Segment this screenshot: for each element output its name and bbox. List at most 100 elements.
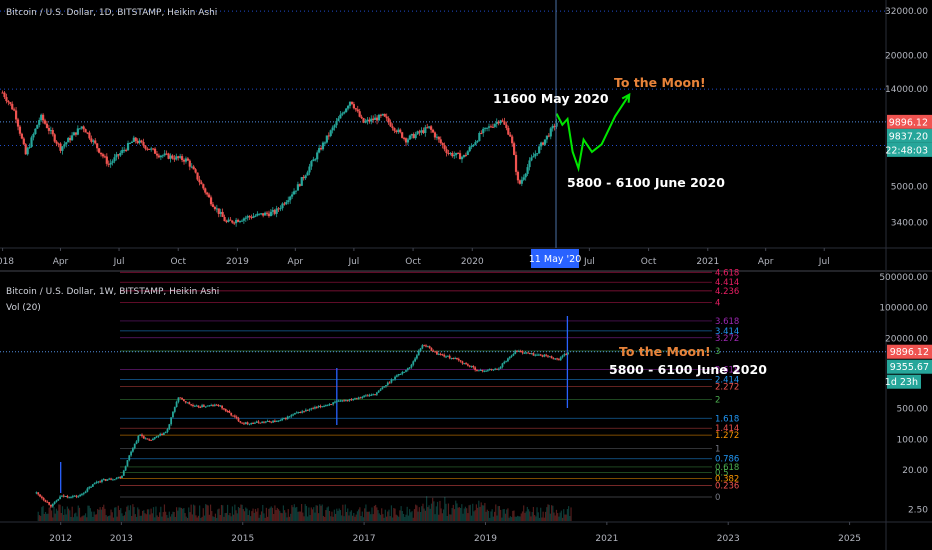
top-candle-body [304,175,307,179]
top-candle-body [540,142,543,147]
top-candle-body [190,166,193,168]
top-candle-body [532,156,535,158]
bottom-candle-body [558,359,560,361]
bottom-candle-body [321,406,324,408]
bottom-pane-background[interactable] [0,272,886,522]
bottom-candle-body [233,415,236,417]
bottom-candle-body [556,358,558,360]
top-candle-body [200,182,203,185]
volume-bar [354,516,356,521]
annotation-to-the-moon-bottom[interactable]: To the Moon! [619,344,711,359]
top-candle-body [152,148,155,150]
top-candle-body [418,131,421,133]
top-candle-body [509,134,512,137]
bottom-candle-body [354,398,356,400]
top-candle-body [524,173,527,178]
bottom-candle-body [173,407,176,412]
bottom-candle-body [204,406,207,408]
volume-bar [546,507,548,521]
volume-bar [49,506,51,521]
top-candle-body [84,129,87,133]
volume-bar [325,510,327,521]
top-candle-body [90,138,93,142]
top-chart-title[interactable]: Bitcoin / U.S. Dollar, 1D, BITSTAMP, Hei… [6,8,217,18]
bottom-candle-body [279,420,282,422]
top-candle-body [202,184,205,189]
volume-bar [294,507,297,521]
top-candle-body [428,126,431,128]
bottom-candle-body [81,493,83,495]
volume-bar [402,513,405,521]
bottom-candle-body [284,417,287,420]
top-candle-body [364,121,367,123]
bottom-candle-body [485,370,487,372]
bottom-candle-body [459,360,462,362]
volume-bar [439,500,441,521]
annotation-to-the-moon-top[interactable]: To the Moon! [614,75,706,90]
top-candle-body [555,122,558,127]
bottom-candle-body [446,355,449,357]
bottom-candle-body [563,354,566,356]
volume-bar [307,516,309,521]
bottom-candle-body [341,400,344,402]
top-price-badge-text: 9896.12 [889,117,928,128]
top-candle-body [32,133,35,138]
volume-bar [52,517,54,521]
fib-level-label: 0 [715,493,720,503]
volume-bar [156,515,158,521]
bottom-candle-body [541,355,544,357]
volume-bar [510,517,513,521]
volume-bar [455,500,457,521]
volume-bar [336,508,338,521]
top-candle-body [341,113,344,115]
volume-indicator-label[interactable]: Vol (20) [6,303,41,313]
bottom-candle-body [82,493,85,495]
volume-bar [160,506,162,521]
bottom-price-axis[interactable] [886,272,932,522]
volume-bar [91,511,93,521]
top-candle-body [337,118,340,122]
volume-bar [290,513,292,521]
volume-bar [140,515,142,521]
bottom-candle-body [385,385,387,387]
volume-bar [517,515,519,521]
annotation-5800-6100-top[interactable]: 5800 - 6100 June 2020 [567,175,725,190]
volume-bar [43,513,45,521]
bottom-candle-body [175,401,178,408]
top-candle-body [433,132,437,138]
top-candle-body [333,125,336,128]
bottom-candle-body [548,356,551,358]
bottom-candle-body [241,422,244,424]
volume-bar [341,515,343,521]
bottom-candle-body [261,421,264,424]
bottom-chart-title[interactable]: Bitcoin / U.S. Dollar, 1W, BITSTAMP, Hei… [6,287,219,297]
top-candle-body [209,197,213,205]
top-candle-body [530,157,533,161]
volume-bar [338,508,340,521]
volume-bar [242,509,244,521]
volume-bar [192,504,195,521]
top-candle-body [65,142,68,145]
volume-bar [247,514,249,521]
volume-bar [566,509,568,521]
top-candle-body [260,213,263,215]
annotation-5800-6100-bottom[interactable]: 5800 - 6100 June 2020 [609,362,767,377]
volume-bar [219,514,221,521]
top-candle-body [458,153,462,160]
volume-bar [368,511,371,521]
bottom-candle-body [405,370,407,372]
volume-bar [332,516,334,521]
volume-bar [519,516,521,521]
bottom-candle-body [428,346,431,348]
annotation-11600[interactable]: 11600 May 2020 [493,91,609,106]
volume-bar [554,515,556,521]
top-candle-body [362,118,365,123]
top-pane-background[interactable] [0,0,886,248]
volume-bar [430,503,433,521]
top-candle-body [360,116,363,119]
bottom-candle-body [352,398,355,400]
top-candle-body [350,101,354,105]
volume-bar [97,508,99,521]
volume-bar [551,505,553,521]
